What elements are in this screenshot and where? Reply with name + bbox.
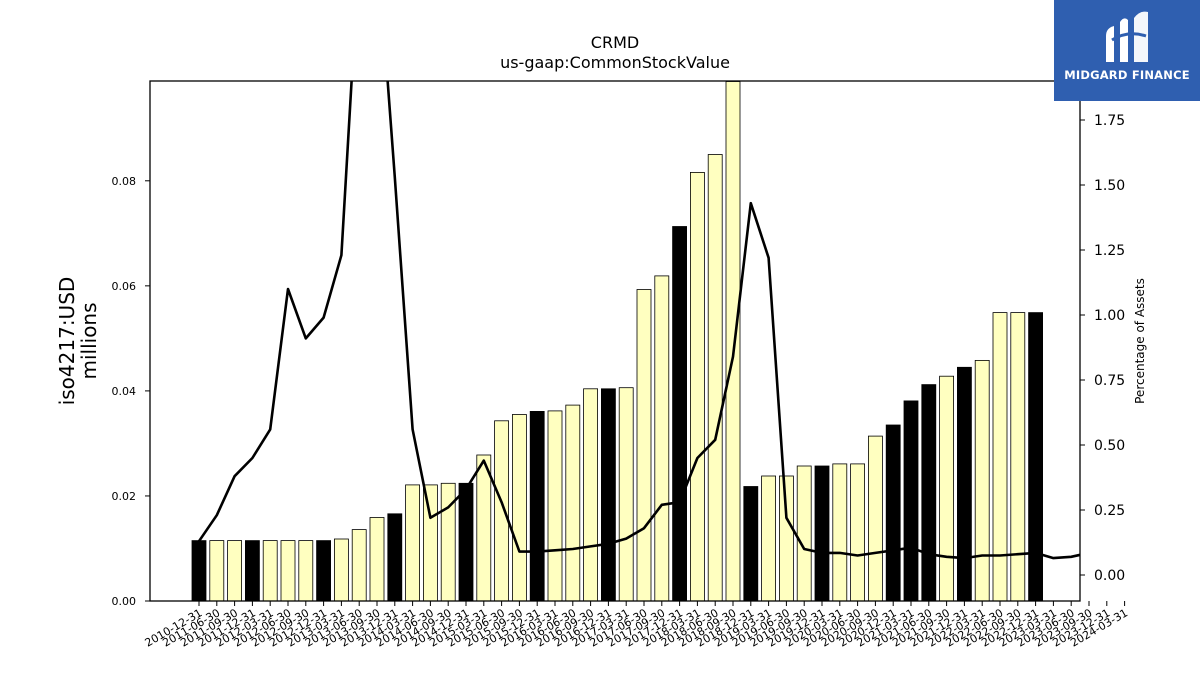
bar bbox=[227, 540, 243, 602]
bar bbox=[690, 171, 705, 602]
bar bbox=[743, 486, 759, 602]
bar bbox=[725, 81, 741, 602]
bar bbox=[1010, 312, 1026, 602]
y-axis-left: 0.00 0.02 0.04 0.06 0.08 bbox=[112, 175, 150, 608]
percentage-line bbox=[197, 81, 1080, 560]
y-tick-label: 0.08 bbox=[112, 175, 137, 188]
y-axis-label-line2: millions bbox=[77, 302, 101, 379]
logo-mark-icon bbox=[1106, 11, 1148, 63]
bar bbox=[565, 404, 581, 602]
bar bbox=[298, 540, 314, 602]
x-axis: 2010-12-312011-06-302011-09-302011-12-31… bbox=[143, 601, 1130, 650]
y2-tick-label: 1.00 bbox=[1094, 308, 1125, 324]
bar bbox=[405, 484, 421, 602]
midgard-finance-logo: MIDGARD FINANCE bbox=[1054, 0, 1200, 101]
plot-frame bbox=[149, 80, 1081, 602]
y-axis-right: 0.00 0.25 0.50 0.75 1.00 1.25 1.50 1.75 bbox=[1080, 113, 1125, 584]
bar bbox=[333, 538, 349, 602]
y2-tick-label: 0.25 bbox=[1094, 503, 1125, 519]
bar bbox=[974, 359, 990, 602]
bar bbox=[779, 475, 794, 602]
bar bbox=[458, 482, 474, 602]
y2-tick-label: 0.50 bbox=[1094, 438, 1125, 454]
y-axis-label-line1: iso4217:USD bbox=[55, 277, 79, 406]
bar bbox=[262, 540, 278, 602]
bar bbox=[512, 414, 527, 602]
bar bbox=[868, 435, 883, 602]
y-tick-label: 0.02 bbox=[112, 490, 137, 503]
bar bbox=[885, 424, 901, 602]
bar bbox=[191, 540, 207, 602]
bar bbox=[814, 465, 830, 602]
bar bbox=[992, 312, 1008, 602]
y2-tick-label: 1.25 bbox=[1094, 243, 1125, 259]
bar bbox=[316, 540, 332, 602]
y-tick-label: 0.04 bbox=[112, 385, 137, 398]
bar bbox=[351, 529, 367, 602]
line-series bbox=[197, 81, 1080, 560]
bar bbox=[850, 463, 865, 602]
bar bbox=[796, 465, 812, 602]
logo-text: MIDGARD FINANCE bbox=[1064, 68, 1190, 82]
bar bbox=[476, 454, 492, 602]
y2-tick-label: 0.75 bbox=[1094, 373, 1125, 389]
bar bbox=[832, 463, 848, 602]
chart-subtitle: us-gaap:CommonStockValue bbox=[500, 53, 730, 72]
bar bbox=[921, 384, 937, 602]
bar bbox=[672, 226, 687, 602]
bar bbox=[707, 154, 723, 602]
y2-tick-label: 1.75 bbox=[1094, 113, 1125, 129]
bar bbox=[636, 289, 652, 602]
y2-axis-label: Percentage of Assets bbox=[1133, 278, 1147, 404]
y2-tick-label: 0.00 bbox=[1094, 568, 1125, 584]
bar bbox=[903, 400, 919, 602]
bar bbox=[957, 366, 972, 602]
bar bbox=[280, 540, 296, 602]
bar bbox=[209, 540, 225, 602]
bar bbox=[529, 410, 545, 602]
bar bbox=[618, 387, 634, 602]
bar bbox=[422, 484, 438, 602]
bar bbox=[547, 410, 563, 602]
bar bbox=[244, 540, 260, 602]
bar bbox=[1028, 312, 1043, 602]
bar bbox=[369, 517, 385, 602]
bar bbox=[601, 388, 616, 602]
bar bbox=[387, 513, 403, 602]
bar bbox=[654, 275, 670, 602]
y2-tick-label: 1.50 bbox=[1094, 178, 1125, 194]
y-tick-label: 0.00 bbox=[112, 595, 137, 608]
y-tick-label: 0.06 bbox=[112, 280, 137, 293]
bar bbox=[494, 420, 510, 602]
chart-title: CRMD bbox=[591, 33, 639, 52]
bar bbox=[939, 375, 954, 602]
bar-series bbox=[191, 81, 1043, 602]
bar bbox=[761, 475, 776, 602]
bar bbox=[583, 388, 598, 602]
